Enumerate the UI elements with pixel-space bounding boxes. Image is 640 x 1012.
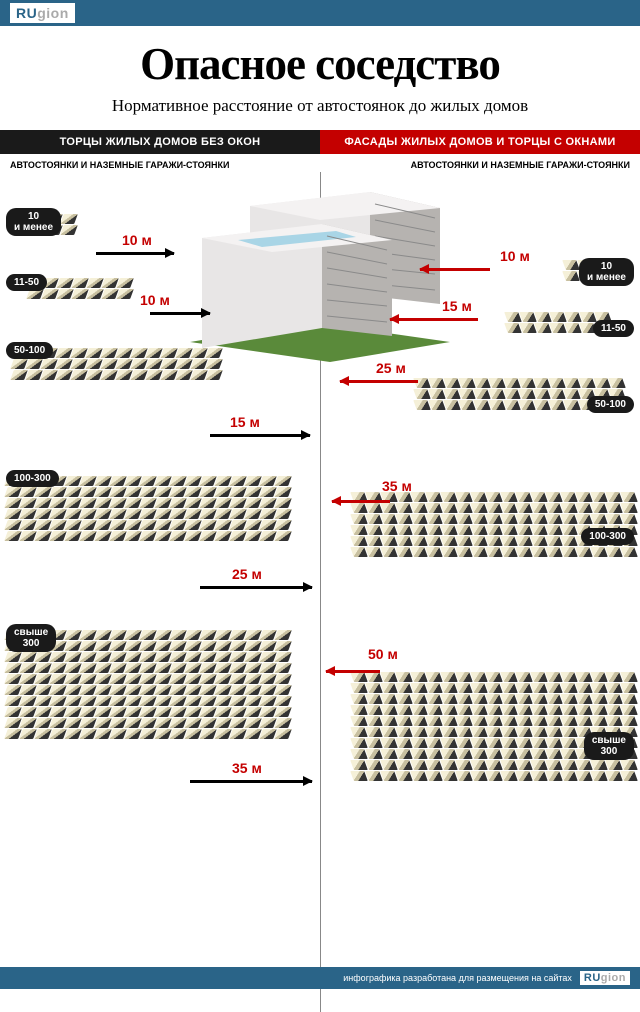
car-icon	[116, 289, 134, 299]
logo-gion: gion	[37, 5, 69, 21]
car-icon	[274, 509, 292, 519]
car-icon	[274, 487, 292, 497]
arrow-right-icon	[340, 380, 418, 383]
distance-label: 10 м	[122, 232, 152, 248]
car-icon	[274, 696, 292, 706]
sublabel-left: АВТОСТОЯНКИ И НАЗЕМНЫЕ ГАРАЖИ-СТОЯНКИ	[0, 160, 320, 172]
logo: RUgion	[10, 3, 75, 23]
car-icon	[620, 547, 638, 557]
band-right: ФАСАДЫ ЖИЛЫХ ДОМОВ И ТОРЦЫ С ОКНАМИ	[320, 130, 640, 154]
car-icon	[274, 674, 292, 684]
distance-label: 35 м	[382, 478, 412, 494]
car-icon	[274, 718, 292, 728]
car-icon	[620, 514, 638, 524]
buildings-svg	[180, 172, 460, 362]
footer-logo: RUgion	[580, 971, 630, 985]
car-block-right-3	[352, 492, 636, 557]
car-icon	[274, 707, 292, 717]
car-icon	[274, 498, 292, 508]
car-icon	[274, 652, 292, 662]
car-icon	[620, 492, 638, 502]
sublabel-right: АВТОСТОЯНКИ И НАЗЕМНЫЕ ГАРАЖИ-СТОЯНКИ	[320, 160, 640, 172]
car-icon	[620, 705, 638, 715]
car-icon	[608, 378, 626, 388]
distance-label: 10 м	[500, 248, 530, 264]
capacity-pill: 50-100	[587, 396, 634, 413]
distance-label: 50 м	[368, 646, 398, 662]
capacity-pill: 10 и менее	[6, 208, 61, 236]
arrow-right-icon	[420, 268, 490, 271]
capacity-pill: 50-100	[6, 342, 53, 359]
car-block-right-4	[352, 672, 636, 781]
arrow-right-icon	[326, 670, 380, 673]
car-icon	[620, 771, 638, 781]
car-icon	[620, 716, 638, 726]
capacity-pill: 100-300	[581, 528, 634, 545]
arrow-left-icon	[150, 312, 210, 315]
top-bar: RUgion	[0, 0, 640, 26]
band-left: ТОРЦЫ ЖИЛЫХ ДОМОВ БЕЗ ОКОН	[0, 130, 320, 154]
capacity-pill: 11-50	[6, 274, 47, 291]
arrow-left-icon	[96, 252, 174, 255]
car-icon	[620, 694, 638, 704]
car-icon	[205, 348, 223, 358]
car-icon	[274, 641, 292, 651]
distance-label: 15 м	[442, 298, 472, 314]
page-title: Опасное соседство	[0, 38, 640, 90]
arrow-left-icon	[190, 780, 312, 783]
car-icon	[60, 214, 78, 224]
distance-label: 35 м	[232, 760, 262, 776]
capacity-pill: 11-50	[593, 320, 634, 337]
car-icon	[274, 476, 292, 486]
car-icon	[205, 359, 223, 369]
car-icon	[620, 760, 638, 770]
header-bands: ТОРЦЫ ЖИЛЫХ ДОМОВ БЕЗ ОКОН ФАСАДЫ ЖИЛЫХ …	[0, 130, 640, 154]
distance-label: 10 м	[140, 292, 170, 308]
car-icon	[274, 685, 292, 695]
capacity-pill: 10 и менее	[579, 258, 634, 286]
car-icon	[274, 531, 292, 541]
car-icon	[274, 663, 292, 673]
page-subtitle: Нормативное расстояние от автостоянок до…	[0, 96, 640, 116]
car-icon	[274, 630, 292, 640]
car-icon	[274, 520, 292, 530]
footer-text: инфографика разработана для размещения н…	[343, 973, 572, 983]
car-icon	[60, 225, 78, 235]
distance-label: 15 м	[230, 414, 260, 430]
capacity-pill: свыше 300	[6, 624, 56, 652]
arrow-left-icon	[210, 434, 310, 437]
arrow-right-icon	[332, 500, 390, 503]
car-icon	[205, 370, 223, 380]
car-icon	[620, 683, 638, 693]
arrow-right-icon	[390, 318, 478, 321]
footer: инфографика разработана для размещения н…	[0, 967, 640, 989]
car-icon	[620, 672, 638, 682]
car-icon	[620, 503, 638, 513]
distance-label: 25 м	[376, 360, 406, 376]
car-icon	[274, 729, 292, 739]
sub-labels: АВТОСТОЯНКИ И НАЗЕМНЫЕ ГАРАЖИ-СТОЯНКИ АВ…	[0, 160, 640, 172]
capacity-pill: свыше 300	[584, 732, 634, 760]
distance-label: 25 м	[232, 566, 262, 582]
capacity-pill: 100-300	[6, 470, 59, 487]
diagram-area: 10 и менее 10 м 11-50 10 м 50-100 15 м 100-300…	[0, 172, 640, 1012]
arrow-left-icon	[200, 586, 312, 589]
car-icon	[116, 278, 134, 288]
buildings	[180, 172, 460, 352]
logo-ru: RU	[16, 5, 37, 21]
